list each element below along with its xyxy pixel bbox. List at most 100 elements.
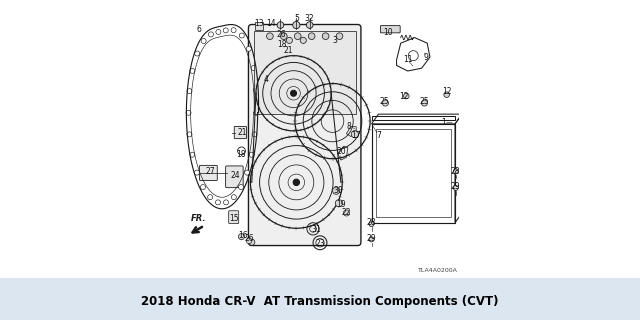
Circle shape xyxy=(216,200,220,205)
Text: 27: 27 xyxy=(205,167,215,176)
Text: 32: 32 xyxy=(304,13,314,23)
Circle shape xyxy=(190,68,195,73)
Text: 18: 18 xyxy=(236,150,245,159)
Circle shape xyxy=(286,37,292,44)
Circle shape xyxy=(336,33,343,40)
Circle shape xyxy=(293,179,300,186)
Text: 12: 12 xyxy=(399,92,408,100)
Circle shape xyxy=(444,92,449,97)
Text: 13: 13 xyxy=(254,19,264,28)
Circle shape xyxy=(292,21,300,29)
Text: 5: 5 xyxy=(294,13,299,23)
Circle shape xyxy=(239,185,244,189)
Text: 14: 14 xyxy=(266,19,276,28)
Circle shape xyxy=(201,38,206,44)
Text: 21: 21 xyxy=(284,46,292,55)
Text: 25: 25 xyxy=(420,97,429,106)
Circle shape xyxy=(232,195,236,200)
Circle shape xyxy=(244,170,250,175)
Circle shape xyxy=(249,152,254,157)
Text: 26: 26 xyxy=(244,234,254,243)
Text: 4: 4 xyxy=(263,75,268,84)
Circle shape xyxy=(335,200,342,207)
Circle shape xyxy=(195,51,200,56)
Circle shape xyxy=(246,46,252,51)
Text: 8: 8 xyxy=(347,122,351,131)
Circle shape xyxy=(209,32,214,37)
Circle shape xyxy=(200,185,205,189)
Circle shape xyxy=(252,132,257,137)
FancyBboxPatch shape xyxy=(228,211,239,224)
Text: TLA4A0200A: TLA4A0200A xyxy=(418,268,458,273)
Circle shape xyxy=(291,90,296,96)
Text: 1: 1 xyxy=(442,118,446,127)
Circle shape xyxy=(308,33,315,40)
Circle shape xyxy=(280,33,287,40)
Text: 9: 9 xyxy=(423,52,428,61)
Text: 11: 11 xyxy=(403,55,412,64)
Circle shape xyxy=(453,185,458,190)
Text: 25: 25 xyxy=(380,97,389,106)
Circle shape xyxy=(333,187,340,194)
FancyBboxPatch shape xyxy=(248,25,361,245)
Circle shape xyxy=(307,22,313,28)
Text: 30: 30 xyxy=(333,186,343,195)
Text: 18: 18 xyxy=(278,40,287,49)
Text: 16: 16 xyxy=(239,231,248,240)
Circle shape xyxy=(231,28,236,33)
Text: 21: 21 xyxy=(237,128,247,137)
FancyBboxPatch shape xyxy=(234,126,246,139)
Text: 7: 7 xyxy=(376,131,381,140)
Circle shape xyxy=(187,132,192,137)
Circle shape xyxy=(246,238,252,244)
Text: 15: 15 xyxy=(229,214,239,223)
Circle shape xyxy=(277,22,284,28)
Circle shape xyxy=(351,131,358,138)
Text: FR.: FR. xyxy=(191,214,207,223)
FancyBboxPatch shape xyxy=(255,22,263,30)
Circle shape xyxy=(369,237,374,242)
FancyBboxPatch shape xyxy=(380,26,400,33)
Circle shape xyxy=(253,88,259,93)
FancyBboxPatch shape xyxy=(226,166,243,188)
Circle shape xyxy=(223,28,228,33)
Text: 17: 17 xyxy=(351,131,361,140)
Circle shape xyxy=(300,37,307,44)
Text: 29: 29 xyxy=(450,182,460,191)
Circle shape xyxy=(195,170,200,175)
Circle shape xyxy=(223,200,228,205)
Text: 23: 23 xyxy=(315,239,325,248)
Text: 26: 26 xyxy=(276,30,286,39)
Circle shape xyxy=(266,33,273,40)
FancyBboxPatch shape xyxy=(200,165,217,180)
Text: 2018 Honda CR-V  AT Transmission Components (CVT): 2018 Honda CR-V AT Transmission Componen… xyxy=(141,295,499,308)
Text: 31: 31 xyxy=(311,225,321,234)
Text: 22: 22 xyxy=(342,208,351,218)
Circle shape xyxy=(322,33,329,40)
Circle shape xyxy=(187,89,192,94)
Text: 12: 12 xyxy=(442,87,451,96)
Circle shape xyxy=(453,169,458,174)
Text: 19: 19 xyxy=(336,200,346,209)
Text: 28: 28 xyxy=(451,167,460,176)
Circle shape xyxy=(216,29,221,35)
Circle shape xyxy=(294,33,301,40)
Text: 3: 3 xyxy=(333,36,338,45)
Circle shape xyxy=(190,152,195,157)
Text: 20: 20 xyxy=(336,147,346,156)
Text: 28: 28 xyxy=(367,218,376,227)
Circle shape xyxy=(382,100,388,106)
Circle shape xyxy=(251,66,256,71)
Text: 10: 10 xyxy=(383,28,393,36)
Circle shape xyxy=(404,93,409,99)
Circle shape xyxy=(207,195,212,200)
Circle shape xyxy=(249,239,255,245)
Circle shape xyxy=(254,110,259,115)
Circle shape xyxy=(186,110,191,115)
Circle shape xyxy=(239,234,244,240)
Circle shape xyxy=(239,33,244,38)
Circle shape xyxy=(421,100,428,106)
FancyBboxPatch shape xyxy=(253,31,356,115)
Text: 29: 29 xyxy=(367,234,376,243)
Text: 24: 24 xyxy=(230,171,240,180)
